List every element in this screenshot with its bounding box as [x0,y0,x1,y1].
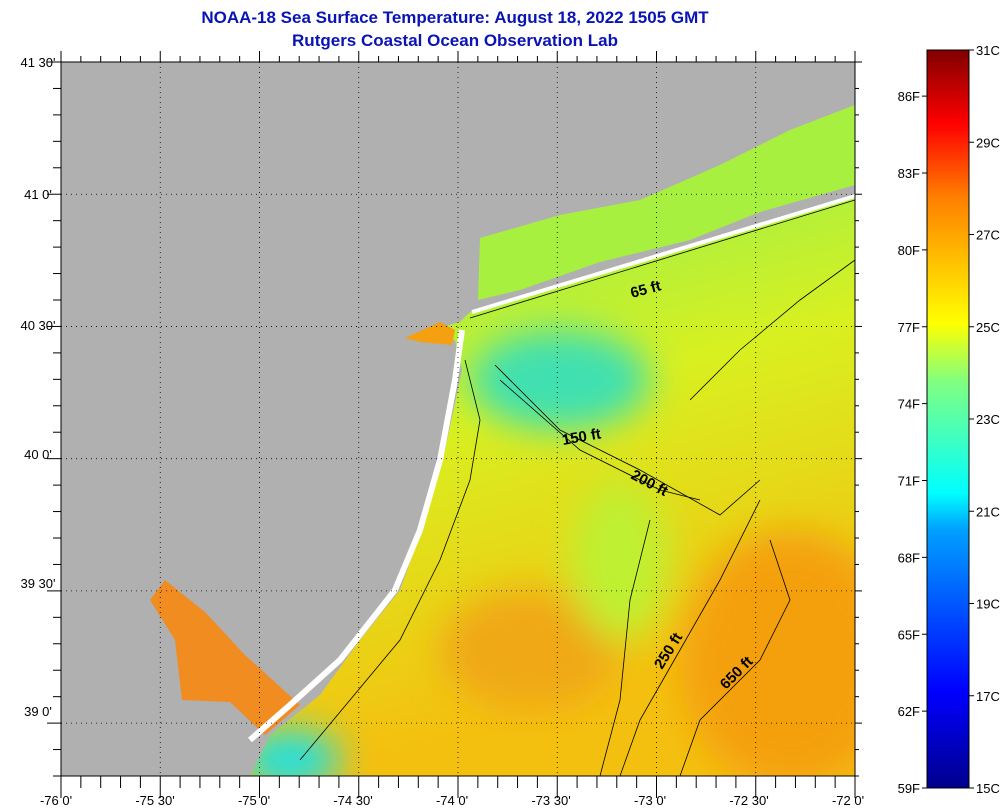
long-island-coast [471,194,856,314]
fahrenheit-label: 74F [898,397,920,412]
lat-label: 41 30' [20,55,55,70]
celsius-label: 21C [976,504,1000,519]
lon-label: -72 30' [729,793,768,808]
long-island-sound [478,105,855,300]
bathymetry-contours [299,199,856,777]
lon-label: -75 30' [135,793,174,808]
celsius-label: 15C [976,781,1000,796]
celsius-label: 25C [976,320,1000,335]
fahrenheit-label: 71F [898,474,920,489]
chart-subtitle: Rutgers Coastal Ocean Observation Lab [292,31,618,50]
lon-label: -75 0' [238,793,270,808]
fahrenheit-label: 59F [898,781,920,796]
ny-harbor [405,322,455,345]
graticule [61,62,855,776]
celsius-label: 23C [976,412,1000,427]
axis-ticks [47,51,862,798]
lat-label: 40 0' [24,447,52,462]
lat-label: 41 0' [24,187,52,202]
celsius-label: 27C [976,228,1000,243]
lon-label: -72 0' [832,793,864,808]
fahrenheit-label: 62F [898,704,920,719]
colorbar [926,49,970,789]
fahrenheit-label: 77F [898,320,920,335]
celsius-label: 17C [976,689,1000,704]
lon-label: -73 30' [531,793,570,808]
coastline [248,329,465,743]
fahrenheit-label: 83F [898,166,920,181]
lon-label: -76 0' [40,793,72,808]
fahrenheit-label: 68F [898,550,920,565]
fahrenheit-label: 86F [898,89,920,104]
lon-label: -73 0' [634,793,666,808]
colorbar-labels: 31C 29C 27C 25C 23C 21C 19C 17C 15C 86F 83F 80F 77F 7… [898,43,1000,796]
celsius-label: 29C [976,135,1000,150]
lat-label: 40 30' [20,318,55,333]
fahrenheit-label: 80F [898,243,920,258]
lat-label: 39 30' [20,576,55,591]
contour-label: 150 ft [561,425,603,449]
lat-label: 39 0' [24,704,52,719]
chart-title: NOAA-18 Sea Surface Temperature: August … [201,8,709,27]
celsius-label: 19C [976,597,1000,612]
lon-label: -74 30' [333,793,372,808]
delaware-bay [150,580,300,735]
celsius-label: 31C [976,43,1000,58]
fahrenheit-label: 65F [898,627,920,642]
lon-label: -74 0' [436,793,468,808]
